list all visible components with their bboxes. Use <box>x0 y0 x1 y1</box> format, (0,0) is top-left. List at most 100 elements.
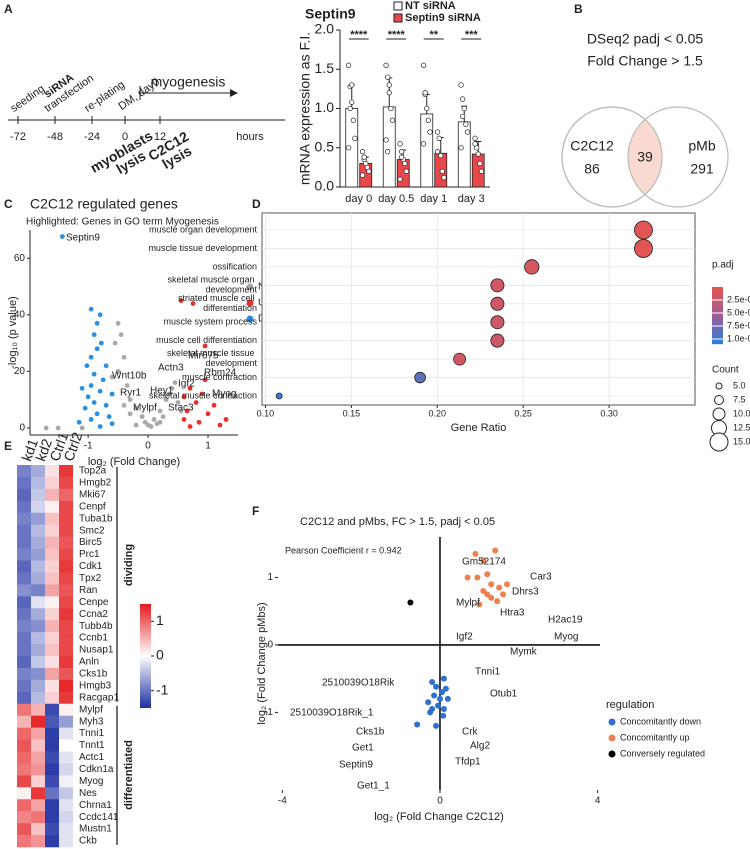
data-point <box>211 402 217 408</box>
row-label: Ckb <box>79 836 97 847</box>
row-label: Prc1 <box>79 549 100 560</box>
point-label: Car3 <box>530 572 552 583</box>
data-point <box>88 383 94 388</box>
heatmap-cell <box>45 500 59 514</box>
heatmap-cell <box>59 632 73 645</box>
arrow-head <box>230 89 238 97</box>
colorbar-label: 7.5e-06 <box>727 320 750 330</box>
heatmap-cell <box>45 524 59 537</box>
data-point <box>397 176 403 182</box>
data-point <box>91 332 97 338</box>
legend-marker <box>608 734 616 742</box>
data-point <box>202 343 208 349</box>
point-label: Actn3 <box>158 363 184 374</box>
dot <box>275 392 283 400</box>
data-point <box>500 591 507 598</box>
data-point <box>124 383 130 388</box>
point-label: Septin9 <box>339 760 373 771</box>
point-label: Mylpf <box>133 403 157 414</box>
data-point <box>383 137 389 143</box>
data-point <box>100 377 106 383</box>
significance-label: ** <box>429 29 438 41</box>
data-point <box>433 722 440 729</box>
legend-label: NT siRNA <box>405 0 456 12</box>
heatmap-cell <box>17 644 31 657</box>
heatmap-cell <box>59 476 73 490</box>
heatmap-cell <box>31 811 45 824</box>
data-point <box>464 129 471 135</box>
row-label: Cdkn1a <box>79 764 114 775</box>
data-point <box>425 117 432 123</box>
y-tick-label: 1.5 <box>315 60 335 76</box>
data-point <box>109 391 115 397</box>
heatmap-cell <box>31 727 45 740</box>
venn-title: DSeq2 padj < 0.05 <box>587 31 704 47</box>
data-point <box>463 121 469 127</box>
data-point <box>440 712 447 719</box>
label-group: dividing <box>123 544 135 586</box>
heatmap-cell <box>59 572 73 585</box>
data-point <box>142 419 148 425</box>
heatmap-cell <box>31 691 45 705</box>
chart-subtitle: Highlighted: Genes in GO term Myogenesis <box>26 217 219 228</box>
venn-count: 39 <box>637 149 653 165</box>
data-point <box>492 547 499 554</box>
plot-border <box>261 212 696 406</box>
data-point <box>389 117 396 123</box>
x-tick-label: -4 <box>278 796 287 807</box>
data-point <box>112 340 118 346</box>
data-point <box>202 377 208 383</box>
heatmap-cell <box>31 584 45 597</box>
row-label: Tpx2 <box>79 573 102 584</box>
row-label: Nes <box>79 788 97 799</box>
data-point <box>434 149 441 155</box>
significance-label: **** <box>388 29 406 41</box>
data-point <box>366 168 372 174</box>
data-point <box>440 675 447 682</box>
data-point <box>477 160 483 167</box>
legend-marker <box>608 718 616 726</box>
data-point <box>98 340 104 346</box>
heatmap-cell <box>17 620 31 633</box>
dot <box>490 333 505 348</box>
row-label: Birc5 <box>79 537 102 548</box>
heatmap-cell <box>59 811 73 824</box>
data-point <box>187 385 193 391</box>
venn-set: pMb <box>688 138 715 154</box>
data-point <box>429 679 436 686</box>
point-label: Gm52174 <box>462 557 506 568</box>
heatmap-cell <box>31 632 45 645</box>
data-point <box>361 154 367 160</box>
size-label: 12.5 <box>733 422 750 432</box>
row-label: Tubb4b <box>79 621 113 632</box>
point-label: Hey1 <box>150 386 174 397</box>
x-tick-label: 0 <box>437 796 443 807</box>
point-label: Stac3 <box>168 403 194 414</box>
heatmap-cell <box>59 524 73 537</box>
data-point <box>484 591 491 598</box>
heatmap-cell <box>45 763 59 776</box>
timeline-tick-label: -48 <box>47 131 63 143</box>
venn-circle <box>561 106 663 208</box>
data-point <box>103 363 109 369</box>
label-group: log₂ (Fold Change pMbs) <box>256 602 268 724</box>
point-label: Igf2 <box>178 379 195 390</box>
data-point <box>118 332 124 338</box>
heatmap-cell <box>31 620 45 633</box>
data-point <box>458 145 464 151</box>
data-point <box>106 414 112 420</box>
size-label: 7.5 <box>733 394 746 404</box>
data-point <box>121 402 127 408</box>
heatmap-cell <box>17 679 31 693</box>
heatmap-cell <box>59 835 73 848</box>
heatmap-cell <box>31 476 45 490</box>
heatmap-cell <box>17 608 31 621</box>
label-group: kd1 <box>18 436 41 463</box>
data-point <box>223 417 229 422</box>
y-axis-label: log₂ (Fold Change pMbs) <box>256 602 268 724</box>
label-group: seeding <box>9 83 47 115</box>
row-label: Mustn1 <box>79 824 112 835</box>
data-point <box>88 306 94 312</box>
heatmap-cell <box>31 679 45 693</box>
data-point <box>178 408 184 414</box>
